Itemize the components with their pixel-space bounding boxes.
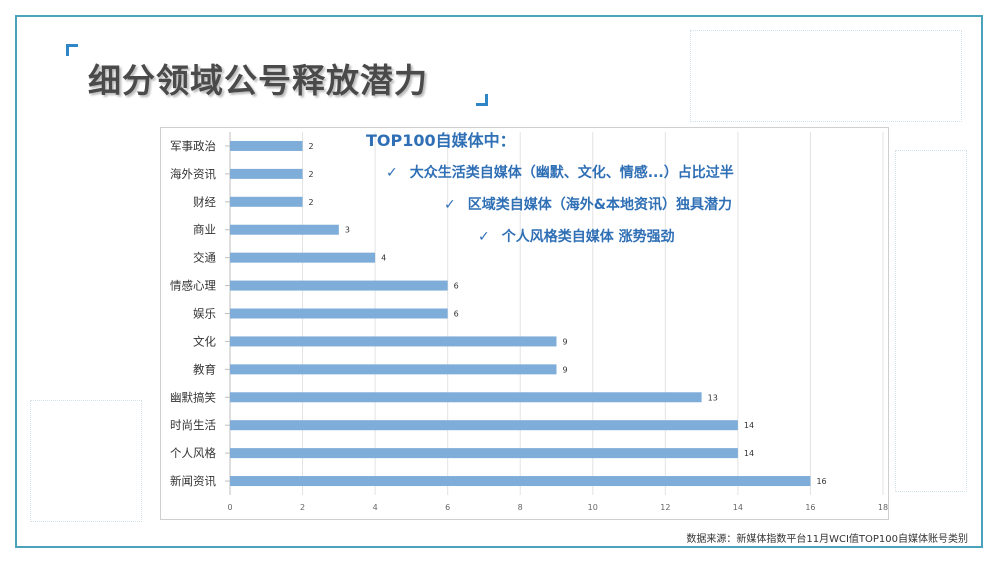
data-label: 2 bbox=[309, 198, 314, 207]
bar bbox=[230, 364, 557, 375]
bar bbox=[230, 448, 738, 459]
annotation-headline: TOP100自媒体中： bbox=[366, 131, 516, 150]
bar bbox=[230, 168, 303, 179]
annotation-point-text: 区域类自媒体（海外&本地资讯）独具潜力 bbox=[467, 197, 732, 213]
annotation-point: ✓ 大众生活类自媒体（幽默、文化、情感...）占比过半 bbox=[386, 162, 734, 182]
chart-area: 0 2 4 6 8 10 12 14 16 18 军事政治 2 海外资讯 2 财经 2 商业 3 交通 4 情感心理 6 娱… bbox=[160, 127, 889, 520]
bar bbox=[230, 252, 376, 263]
bar bbox=[230, 280, 448, 291]
x-tick-label: 6 bbox=[445, 503, 450, 512]
data-label: 14 bbox=[744, 421, 754, 430]
data-label: 2 bbox=[309, 170, 314, 179]
category-label: 海外资讯 bbox=[170, 167, 216, 181]
category-label: 新闻资讯 bbox=[170, 474, 216, 488]
bar bbox=[230, 476, 811, 487]
x-tick-label: 4 bbox=[373, 503, 378, 512]
bar bbox=[230, 308, 448, 319]
data-label: 14 bbox=[744, 449, 754, 458]
check-icon: ✓ bbox=[386, 165, 398, 181]
data-label: 9 bbox=[563, 365, 568, 374]
category-label: 财经 bbox=[193, 195, 216, 209]
x-tick-label: 16 bbox=[805, 503, 815, 512]
data-label: 2 bbox=[309, 142, 314, 151]
annotation-point-text: 个人风格类自媒体 涨势强劲 bbox=[501, 229, 675, 245]
check-icon: ✓ bbox=[444, 197, 456, 213]
bar bbox=[230, 196, 303, 207]
x-tick-label: 14 bbox=[733, 503, 743, 512]
background-grid-decoration bbox=[895, 150, 967, 492]
category-label: 交通 bbox=[193, 251, 216, 265]
background-grid-decoration bbox=[30, 400, 142, 522]
bar bbox=[230, 140, 303, 151]
x-tick-label: 10 bbox=[588, 503, 598, 512]
check-icon: ✓ bbox=[478, 229, 490, 245]
category-label: 娱乐 bbox=[193, 307, 216, 321]
bar bbox=[230, 420, 738, 431]
category-label: 情感心理 bbox=[170, 279, 216, 293]
category-label: 幽默搞笑 bbox=[170, 390, 216, 404]
annotation-point: ✓ 区域类自媒体（海外&本地资讯）独具潜力 bbox=[444, 194, 732, 214]
background-grid-decoration bbox=[690, 30, 962, 122]
x-tick-label: 0 bbox=[227, 503, 232, 512]
category-label: 时尚生活 bbox=[170, 418, 216, 432]
title-bracket-bottom-right bbox=[476, 94, 488, 106]
data-source-note: 数据来源：新媒体指数平台11月WCI值TOP100自媒体账号类别 bbox=[686, 534, 968, 545]
x-tick-label: 2 bbox=[300, 503, 305, 512]
category-label: 商业 bbox=[193, 223, 216, 237]
x-tick-label: 12 bbox=[660, 503, 670, 512]
data-label: 13 bbox=[708, 393, 718, 402]
data-label: 4 bbox=[381, 254, 386, 263]
data-label: 9 bbox=[563, 337, 568, 346]
bar bbox=[230, 336, 557, 347]
data-label: 6 bbox=[454, 310, 459, 319]
data-label: 3 bbox=[345, 226, 350, 235]
title-bracket-top-left bbox=[66, 44, 78, 56]
category-label: 个人风格 bbox=[170, 446, 216, 460]
x-tick-label: 18 bbox=[878, 503, 888, 512]
category-label: 教育 bbox=[193, 362, 216, 376]
data-label: 6 bbox=[454, 282, 459, 291]
slide-frame bbox=[15, 15, 983, 548]
bar-chart: 0 2 4 6 8 10 12 14 16 18 军事政治 2 海外资讯 2 财经 2 商业 3 交通 4 情感心理 6 娱… bbox=[170, 132, 888, 512]
slide-title: 细分领域公号释放潜力 bbox=[88, 61, 428, 100]
annotation-point-text: 大众生活类自媒体（幽默、文化、情感...）占比过半 bbox=[409, 165, 734, 181]
category-label: 军事政治 bbox=[170, 139, 216, 153]
category-label: 文化 bbox=[193, 334, 216, 348]
x-tick-label: 8 bbox=[518, 503, 523, 512]
data-label: 16 bbox=[816, 477, 826, 486]
bar bbox=[230, 392, 702, 403]
bar bbox=[230, 224, 339, 235]
annotation-point: ✓ 个人风格类自媒体 涨势强劲 bbox=[478, 226, 675, 246]
